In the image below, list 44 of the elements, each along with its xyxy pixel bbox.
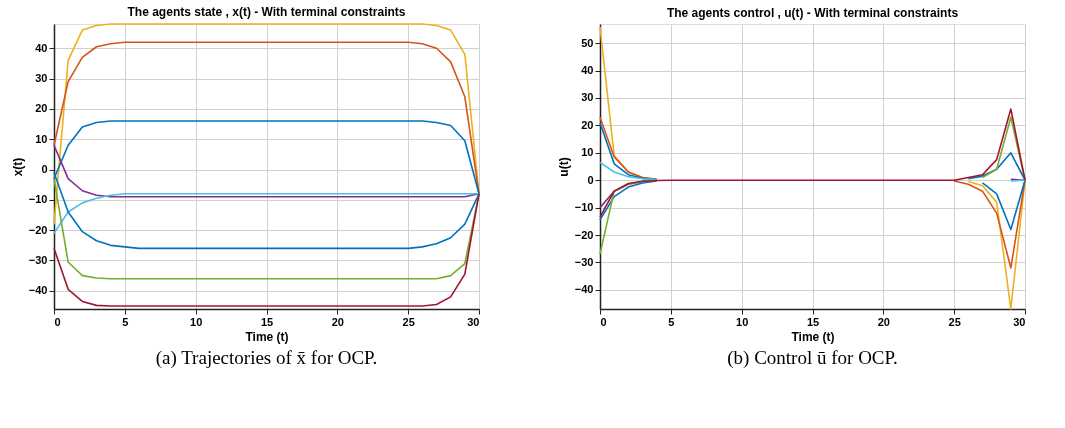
y-tick-label: 10	[581, 146, 594, 159]
y-tick-label: 50	[581, 36, 594, 49]
x-tick-label: 20	[331, 315, 344, 328]
y-tick-label: −40	[574, 283, 594, 296]
y-tick-label: 30	[581, 91, 594, 104]
x-tick-label: 10	[736, 315, 749, 328]
y-tick-label: 40	[581, 64, 594, 77]
y-tick-label: 0	[587, 173, 594, 186]
text: (a) Trajectories of x̄ for OCP.	[155, 347, 378, 369]
y-tick-label: 0	[41, 163, 48, 176]
y-tick-label: 20	[581, 118, 594, 131]
y-axis-title: u(t)	[556, 157, 571, 177]
line-series	[53, 177, 480, 280]
y-tick-label: 40	[35, 41, 48, 54]
line-series	[53, 192, 480, 234]
x-tick-label: 30	[1013, 315, 1026, 328]
y-tick-label: 30	[35, 72, 48, 85]
x-tick-label: 0	[54, 315, 61, 328]
x-tick-label: 15	[806, 315, 820, 328]
x-tick-label: 5	[668, 315, 675, 328]
y-tick-label: −20	[574, 228, 594, 241]
x-axis-title: Time (t)	[791, 329, 835, 344]
x-tick-label: 30	[467, 315, 480, 328]
x-tick-label: 10	[190, 315, 203, 328]
y-tick-label: −10	[28, 193, 48, 206]
y-tick-label: −30	[28, 253, 48, 266]
y-tick-label: −10	[574, 201, 594, 214]
y-axis-title: x(t)	[10, 157, 25, 177]
x-axis-title: Time (t)	[245, 329, 289, 344]
y-tick-label: −30	[574, 255, 594, 268]
y-tick-label: −20	[28, 223, 48, 236]
y-tick-label: 10	[35, 132, 48, 145]
chart-title: The agents control , u(t) - With terminal constraints	[666, 6, 959, 20]
x-tick-label: 5	[122, 315, 129, 328]
x-tick-label: 0	[600, 315, 607, 328]
text: (b) Control ū for OCP.	[727, 347, 898, 369]
y-tick-label: −40	[28, 284, 48, 297]
x-tick-label: 20	[877, 315, 890, 328]
line-series	[53, 192, 480, 307]
x-tick-label: 25	[402, 315, 415, 328]
x-tick-label: 25	[948, 315, 961, 328]
x-tick-label: 15	[260, 315, 274, 328]
y-tick-label: 20	[35, 102, 48, 115]
chart-title: The agents state , x(t) - With terminal constraints	[127, 5, 406, 20]
